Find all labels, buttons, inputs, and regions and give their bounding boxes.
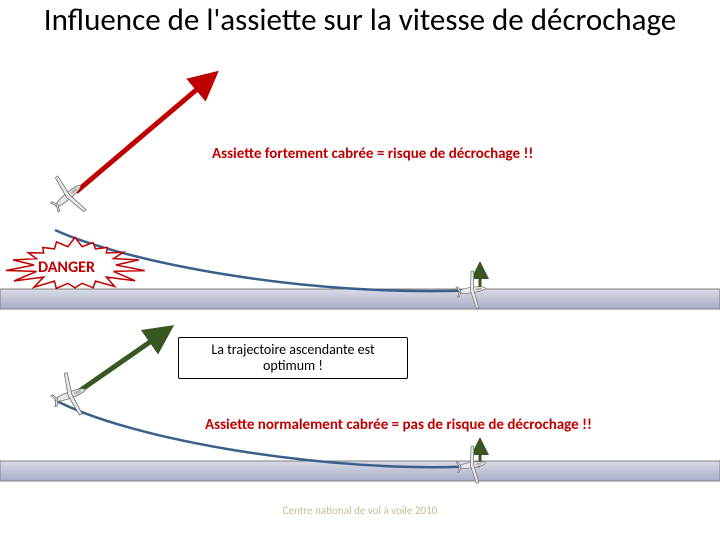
ground-band bbox=[0, 461, 720, 481]
optimum-caption-box: La trajectoire ascendante est optimum ! bbox=[178, 337, 408, 379]
footer-credit: Centre national de vol à voile 2010 bbox=[0, 504, 720, 517]
footer-credit-text: Centre national de vol à voile 2010 bbox=[283, 504, 437, 517]
normal-caption: Assiette normalement cabrée = pas de ris… bbox=[205, 416, 592, 434]
diagram-canvas bbox=[0, 0, 720, 540]
slide-title: Influence de l'assiette sur la vitesse d… bbox=[0, 4, 720, 37]
steep-caption-text: Assiette fortement cabrée = risque de dé… bbox=[212, 145, 533, 163]
trajectory-curve-top bbox=[55, 230, 480, 291]
glider-icon bbox=[40, 169, 94, 225]
danger-label-text: DANGER bbox=[38, 258, 95, 277]
glider-icon bbox=[454, 270, 488, 311]
steep-caption: Assiette fortement cabrée = risque de dé… bbox=[212, 145, 533, 163]
glider-icon bbox=[454, 445, 488, 486]
glider-icon bbox=[46, 369, 93, 422]
optimum-caption-text: La trajectoire ascendante est optimum ! bbox=[211, 341, 374, 374]
slide-title-text: Influence de l'assiette sur la vitesse d… bbox=[44, 1, 676, 39]
danger-label: DANGER bbox=[38, 258, 95, 277]
ground-band bbox=[0, 289, 720, 309]
normal-caption-text: Assiette normalement cabrée = pas de ris… bbox=[205, 416, 592, 434]
steep-arrow bbox=[76, 74, 215, 192]
moderate-arrow bbox=[78, 328, 170, 392]
